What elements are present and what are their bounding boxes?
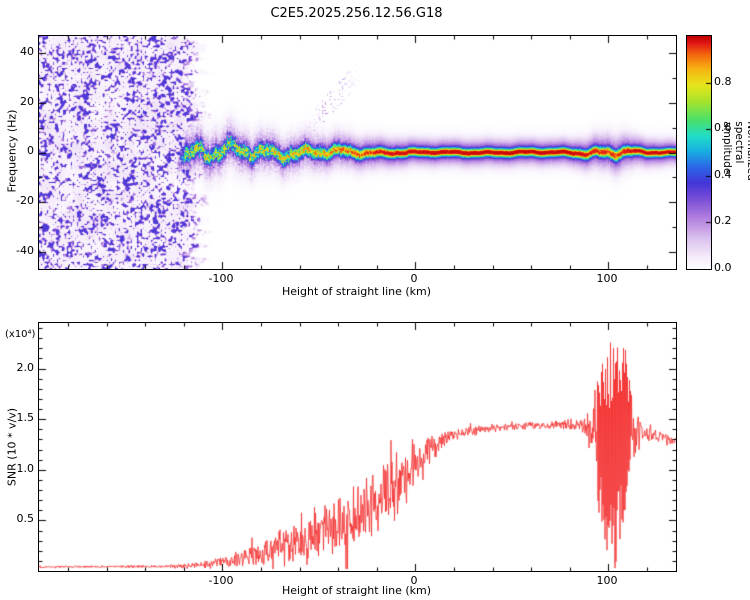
- freq-tick-label: 40: [20, 45, 34, 58]
- height-tick-label: -100: [208, 272, 234, 285]
- colorbar-tick-label: 0.0: [714, 261, 732, 274]
- top-y-axis-label: Frequency (Hz): [5, 109, 19, 193]
- height-tick-label: 100: [596, 574, 618, 587]
- snr-tick-label: 1.5: [16, 411, 35, 424]
- top-x-axis-label: Height of straight line (km): [281, 285, 432, 298]
- snr-tick-label: 1.0: [16, 462, 35, 475]
- colorbar-canvas: [686, 35, 712, 270]
- freq-tick-label: -40: [16, 244, 34, 257]
- height-tick-label: 0: [410, 574, 418, 587]
- colorbar-tick-label: 0.6: [714, 121, 732, 134]
- bottom-y-axis-label: SNR (10 * v/v): [5, 407, 19, 487]
- bottom-x-axis-label: Height of straight line (km): [281, 584, 432, 597]
- y-axis-scale-note: (x10⁴): [5, 329, 36, 340]
- figure-title: C2E5.2025.256.12.56.G18: [270, 6, 443, 21]
- freq-tick-label: -20: [16, 194, 34, 207]
- colorbar-tick-label: 0.4: [714, 168, 732, 181]
- colorbar-tick-label: 0.8: [714, 75, 732, 88]
- snr-tick-label: 0.5: [16, 512, 35, 525]
- freq-tick-label: 20: [20, 95, 34, 108]
- colorbar-label: Normalized spectral amplitude: [721, 121, 750, 181]
- colorbar-tick-label: 0.2: [714, 214, 732, 227]
- snr-tick-label: 2.0: [16, 361, 35, 374]
- snr-canvas: [38, 322, 677, 572]
- height-tick-label: 100: [596, 272, 618, 285]
- spectrogram-canvas: [38, 35, 677, 270]
- freq-tick-label: 0: [27, 144, 34, 157]
- height-tick-label: -100: [208, 574, 234, 587]
- height-tick-label: 0: [410, 272, 418, 285]
